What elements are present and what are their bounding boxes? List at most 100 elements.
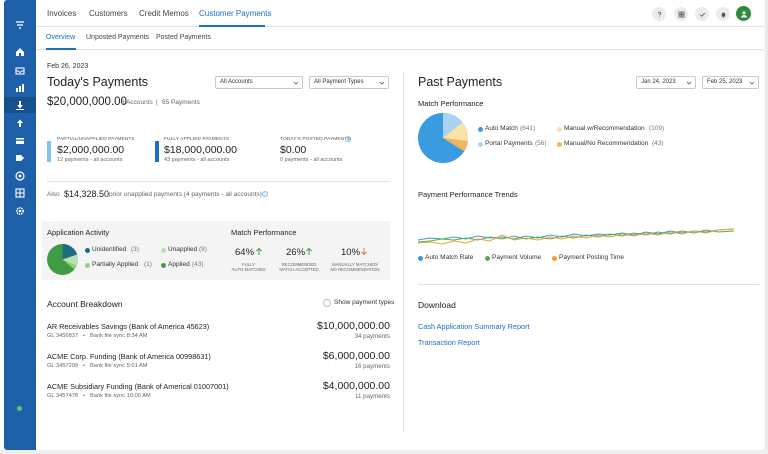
payment-volume-dot (485, 256, 490, 261)
download-icon[interactable] (4, 97, 36, 113)
unidentified-label: Unidentified (92, 246, 127, 253)
unidentified-count: (3) (131, 246, 139, 253)
trends-chart (418, 228, 735, 245)
payment-volume-line (418, 229, 735, 243)
tab-invoices[interactable]: Invoices (47, 9, 77, 18)
user-icon[interactable] (736, 6, 751, 21)
recommended-label: Recommended Match Accepted (274, 262, 324, 272)
bell-icon[interactable] (716, 7, 730, 21)
info-icon[interactable] (345, 136, 351, 142)
account-sync: Bank file sync 10:00 AM (90, 393, 151, 399)
payment-posting-time-label: Payment Posting Time (559, 254, 625, 261)
payment-types-select[interactable]: All Payment Types (309, 76, 389, 89)
partial-bar-accent (47, 141, 51, 162)
stat-label: Partial/Unapplied Payments (57, 137, 135, 142)
coin-icon[interactable] (4, 168, 36, 184)
divider (418, 284, 759, 285)
tab-customer-payments[interactable]: Customer Payments (199, 9, 272, 18)
summary-report-link[interactable]: Cash Application Summary Report (418, 322, 530, 331)
unapplied-label: Unapplied (168, 246, 198, 253)
applied-dot (161, 263, 166, 268)
auto-match-count: (641) (520, 125, 536, 132)
card-icon[interactable] (4, 133, 36, 149)
portal-dot (478, 142, 483, 147)
account-name[interactable]: ACME Corp. Funding (Bank of America 0099… (47, 352, 211, 361)
accounts-select-value: All Accounts (220, 79, 253, 85)
sub-nav: Overview Unposted Payments Posted Paymen… (36, 27, 764, 50)
manual-rec-count: (109) (649, 125, 665, 132)
account-amount: $4,000,000.00 (322, 380, 390, 392)
application-activity-panel (42, 221, 391, 280)
check-icon[interactable] (695, 7, 709, 21)
grid-icon[interactable] (674, 7, 688, 21)
from-date-value: Jan 24, 2023 (641, 79, 676, 85)
auto-match-dot (478, 127, 483, 132)
unidentified-dot (85, 248, 90, 253)
question-icon[interactable] (652, 7, 666, 21)
account-payment-count: 11 payments (355, 393, 390, 400)
table-icon[interactable] (4, 185, 36, 201)
stat-label: Fully Applied Payments (164, 137, 230, 142)
arrow-up-icon (255, 247, 263, 255)
payment-posting-time-line (418, 228, 735, 245)
count-separator: | (156, 99, 158, 106)
auto-matched-label: Fully Auto Matched (226, 262, 271, 272)
bullet: • (83, 393, 85, 399)
from-date-select[interactable]: Jan 24, 2023 (636, 76, 696, 89)
unapplied-count: (8) (199, 246, 207, 253)
account-gl: GL 3457478 (47, 393, 79, 399)
also-prefix: Also (47, 191, 60, 198)
account-name[interactable]: ACME Subsidiary Funding (Bank of America… (47, 382, 229, 391)
info-icon[interactable] (262, 191, 268, 197)
manual-label: Manually Matched/ No Recommendation (327, 262, 383, 272)
past-title: Past Payments (418, 75, 503, 89)
upload-icon[interactable] (4, 115, 36, 131)
manual-label-line1: Manually Matched/ (331, 262, 379, 267)
manual-norec-label: Manual/No Recommendation (564, 140, 649, 147)
account-name[interactable]: AR Receivables Savings (Bank of America … (47, 322, 210, 331)
partially-applied-label: Partially Applied (92, 261, 139, 268)
tag-icon[interactable] (4, 150, 36, 166)
transaction-report-link[interactable]: Transaction Report (418, 338, 480, 347)
account-sync: Bank file sync 8:34 AM (90, 333, 148, 339)
tab-overview[interactable]: Overview (46, 34, 76, 41)
account-amount: $6,000,000.00 (322, 350, 390, 362)
status-indicator (17, 406, 22, 411)
auto-match-rate-label: Auto Match Rate (425, 254, 474, 261)
chevron-down-icon (749, 81, 755, 85)
manual-pct: 10% (341, 247, 361, 258)
arrow-down-icon (360, 248, 368, 256)
recommended-pct: 26% (286, 247, 306, 258)
chart-icon[interactable] (4, 80, 36, 96)
tab-posted-payments[interactable]: Posted Payments (156, 34, 211, 41)
account-sync: Bank file sync 5:01 AM (90, 363, 148, 369)
tab-unposted-payments[interactable]: Unposted Payments (86, 34, 150, 41)
payment-posting-time-dot (552, 256, 557, 261)
account-amount: $10,000,000.00 (317, 320, 390, 332)
inbox-icon[interactable] (4, 63, 36, 79)
logo-icon[interactable] (4, 17, 36, 33)
to-date-select[interactable]: Feb 25, 2023 (702, 76, 759, 89)
tab-customers[interactable]: Customers (89, 9, 128, 18)
payments-count: 65 Payments (162, 99, 200, 106)
active-tab-indicator (199, 25, 265, 27)
download-title: Download (418, 300, 456, 310)
applied-bar-accent (155, 141, 159, 162)
today-title: Today's Payments (47, 75, 149, 89)
chevron-down-icon (293, 81, 299, 85)
tab-credit-memos[interactable]: Credit Memos (139, 9, 189, 18)
home-icon[interactable] (4, 44, 36, 60)
gear-icon[interactable] (4, 203, 36, 219)
account-gl: GL 3456837 (47, 333, 79, 339)
recommended-label-line2: Match Accepted (279, 267, 319, 272)
show-payment-types-toggle[interactable] (323, 299, 331, 307)
payment-volume-label: Payment Volume (492, 254, 542, 261)
stat-sub: 43 payments - all accounts (164, 157, 230, 163)
stat-amount: $18,000,000.00 (164, 144, 237, 156)
manual-norec-count: (43) (652, 140, 664, 147)
accounts-select[interactable]: All Accounts (215, 76, 303, 89)
portal-label: Portal Payments (485, 140, 533, 147)
show-payment-types-label: Show payment types (334, 299, 395, 306)
sidebar (4, 0, 36, 450)
auto-matched-pct: 64% (235, 247, 255, 258)
